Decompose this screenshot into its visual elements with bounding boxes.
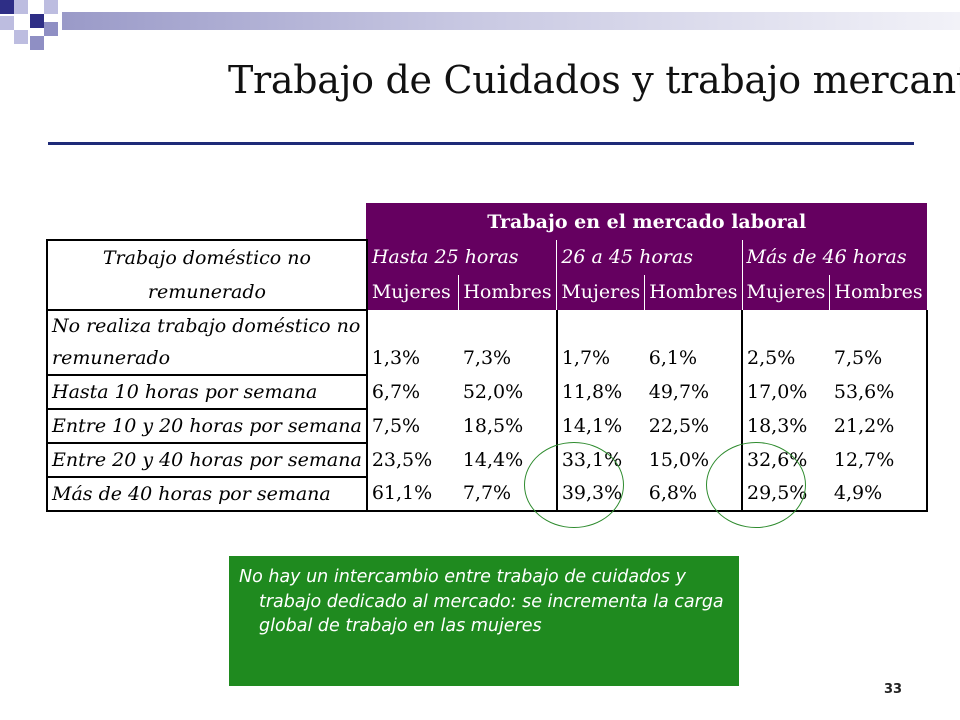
table-row: No realiza trabajo doméstico no [46, 309, 928, 342]
row-label: remunerado [46, 341, 368, 376]
highlight-circle [524, 442, 624, 528]
table-cell: 14,1% [561, 414, 623, 437]
table-cell: 4,9% [829, 476, 928, 512]
sex-header: Mujeres [366, 274, 460, 310]
table-corner-empty [47, 204, 367, 240]
decor-square [0, 0, 14, 14]
sex-header: Mujeres [742, 274, 831, 310]
table-cell: 7,5% [829, 341, 928, 375]
highlight-circle [706, 442, 806, 528]
table-cell: 12,7% [829, 442, 928, 477]
table-cell: 18,5% [458, 408, 558, 443]
table-cell: 23,5% [365, 442, 459, 477]
decor-square [44, 22, 58, 36]
sex-header: Mujeres [556, 274, 646, 310]
table-cell: 52,0% [458, 374, 558, 409]
table-cell: 1,7% [561, 347, 611, 369]
data-table: Trabajo en el mercado laboral Trabajo do… [46, 203, 928, 512]
row-label: Más de 40 horas por semana [46, 476, 368, 512]
table-row: Entre 10 y 20 horas por semana 7,5% 18,5… [46, 408, 928, 444]
row-label: Hasta 10 horas por semana [46, 374, 368, 410]
title-underline [48, 142, 914, 145]
column-header-hasta-25: Hasta 25 horas [366, 239, 558, 275]
table-group-header: Trabajo en el mercado laboral [366, 203, 928, 240]
table-cell: 53,6% [829, 374, 928, 409]
decor-square [30, 36, 44, 50]
decor-square [14, 30, 28, 44]
column-header-26-45: 26 a 45 horas [556, 239, 743, 275]
sex-header: Hombres [458, 274, 558, 310]
table-cell: 61,1% [365, 476, 459, 512]
sex-header: Hombres [644, 274, 743, 310]
note-text: No hay un intercambio entre trabajo de c… [239, 567, 724, 636]
decor-square [44, 0, 58, 14]
row-label: Entre 20 y 40 horas por semana [46, 442, 368, 478]
header-gradient-bar [62, 12, 960, 30]
conclusion-note: No hay un intercambio entre trabajo de c… [229, 556, 739, 686]
table-cell: 21,2% [829, 408, 928, 443]
table-row-header: Trabajo doméstico no remunerado [46, 238, 368, 311]
sex-header: Hombres [829, 274, 927, 310]
table-cell: 7,3% [458, 341, 558, 375]
table-cell: 1,3% [365, 341, 459, 375]
decor-square [0, 16, 14, 30]
table-cell: 6,1% [644, 341, 744, 375]
row-label: No realiza trabajo doméstico no [46, 309, 368, 342]
table-row: remunerado 1,3% 7,3% 1,7% 6,1% 2,5% 7,5% [46, 341, 928, 376]
decor-square [30, 14, 44, 28]
table-row: Hasta 10 horas por semana 6,7% 52,0% 11,… [46, 374, 928, 410]
table-cell: 22,5% [644, 408, 744, 443]
table-cell: 17,0% [747, 380, 808, 403]
table-cell: 2,5% [747, 347, 796, 369]
decor-square [14, 0, 28, 14]
table-cell: 7,5% [365, 408, 459, 443]
table-cell: 18,3% [747, 414, 808, 437]
column-header-mas-46: Más de 46 horas [742, 239, 927, 275]
row-header-text: Trabajo doméstico no remunerado [102, 246, 311, 303]
row-label: Entre 10 y 20 horas por semana [46, 408, 368, 444]
table-cell: 49,7% [644, 374, 744, 409]
table-cell: 11,8% [561, 380, 623, 403]
page-title: Trabajo de Cuidados y trabajo mercantil [228, 58, 960, 102]
table-cell: 6,7% [365, 374, 459, 409]
page-number: 33 [884, 682, 903, 697]
